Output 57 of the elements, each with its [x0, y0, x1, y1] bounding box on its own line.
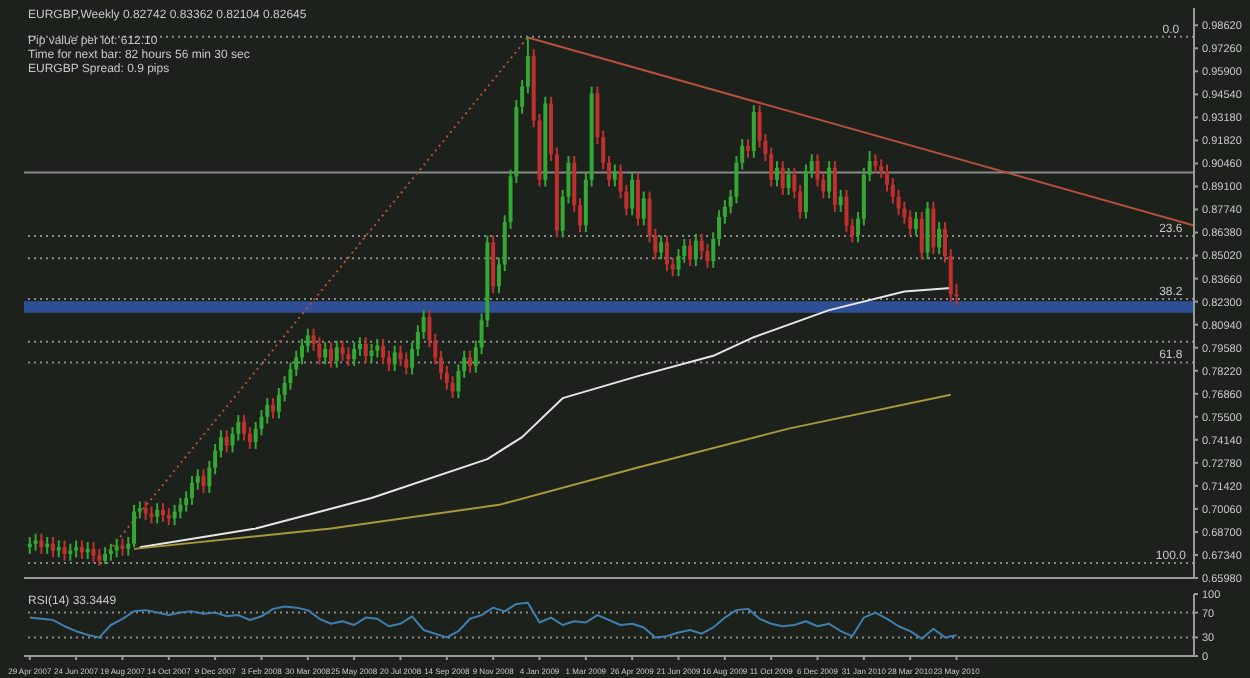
- candlestick: [612, 163, 617, 188]
- candlestick: [404, 351, 409, 376]
- candlestick: [143, 500, 148, 522]
- candlestick: [91, 541, 96, 564]
- candlestick: [340, 339, 345, 362]
- line-series: [133, 393, 952, 550]
- candlestick: [398, 344, 403, 367]
- candlestick: [334, 339, 339, 369]
- candlestick: [919, 210, 924, 261]
- candlestick: [832, 160, 837, 213]
- candlestick: [925, 200, 930, 261]
- candlestick: [323, 341, 328, 366]
- candlestick: [827, 160, 832, 200]
- candlestick: [659, 234, 664, 261]
- candlestick: [155, 502, 160, 525]
- candlestick: [50, 536, 55, 559]
- candlestick: [780, 160, 785, 196]
- candlestick: [913, 210, 918, 237]
- candlestick: [838, 188, 843, 213]
- candlestick: [641, 190, 646, 227]
- candlestick: [178, 497, 183, 520]
- candlestick: [114, 537, 119, 559]
- candlestick: [381, 337, 386, 366]
- candlestick: [688, 237, 693, 268]
- candlestick: [189, 475, 194, 506]
- candlestick: [224, 429, 229, 454]
- candlestick: [352, 341, 357, 367]
- candlestick: [328, 341, 333, 369]
- candlestick: [369, 342, 374, 364]
- candlestick: [467, 349, 472, 374]
- candlestick: [491, 234, 496, 295]
- candlestick: [908, 209, 913, 237]
- candlestick: [62, 539, 67, 562]
- candlestick: [693, 232, 698, 268]
- candlestick: [635, 171, 640, 227]
- candlestick: [132, 503, 137, 549]
- candlestick: [664, 234, 669, 273]
- candlestick: [937, 221, 942, 256]
- candlestick: [630, 171, 635, 217]
- candlestick: [39, 532, 44, 555]
- candlestick: [346, 346, 351, 367]
- candlestick: [751, 104, 756, 159]
- candlestick: [873, 153, 878, 174]
- candlestick: [786, 166, 791, 196]
- candlestick: [392, 344, 397, 373]
- candlestick: [242, 414, 247, 442]
- candlestick: [317, 336, 322, 366]
- candlestick: [201, 468, 206, 494]
- candlestick: [161, 502, 166, 523]
- candlestick: [375, 337, 380, 359]
- candlestick: [79, 539, 84, 561]
- candlestick: [271, 397, 276, 420]
- candlestick: [844, 188, 849, 234]
- candlestick: [363, 336, 368, 364]
- candlestick: [774, 160, 779, 188]
- candlestick: [746, 138, 751, 159]
- candlestick: [931, 200, 936, 256]
